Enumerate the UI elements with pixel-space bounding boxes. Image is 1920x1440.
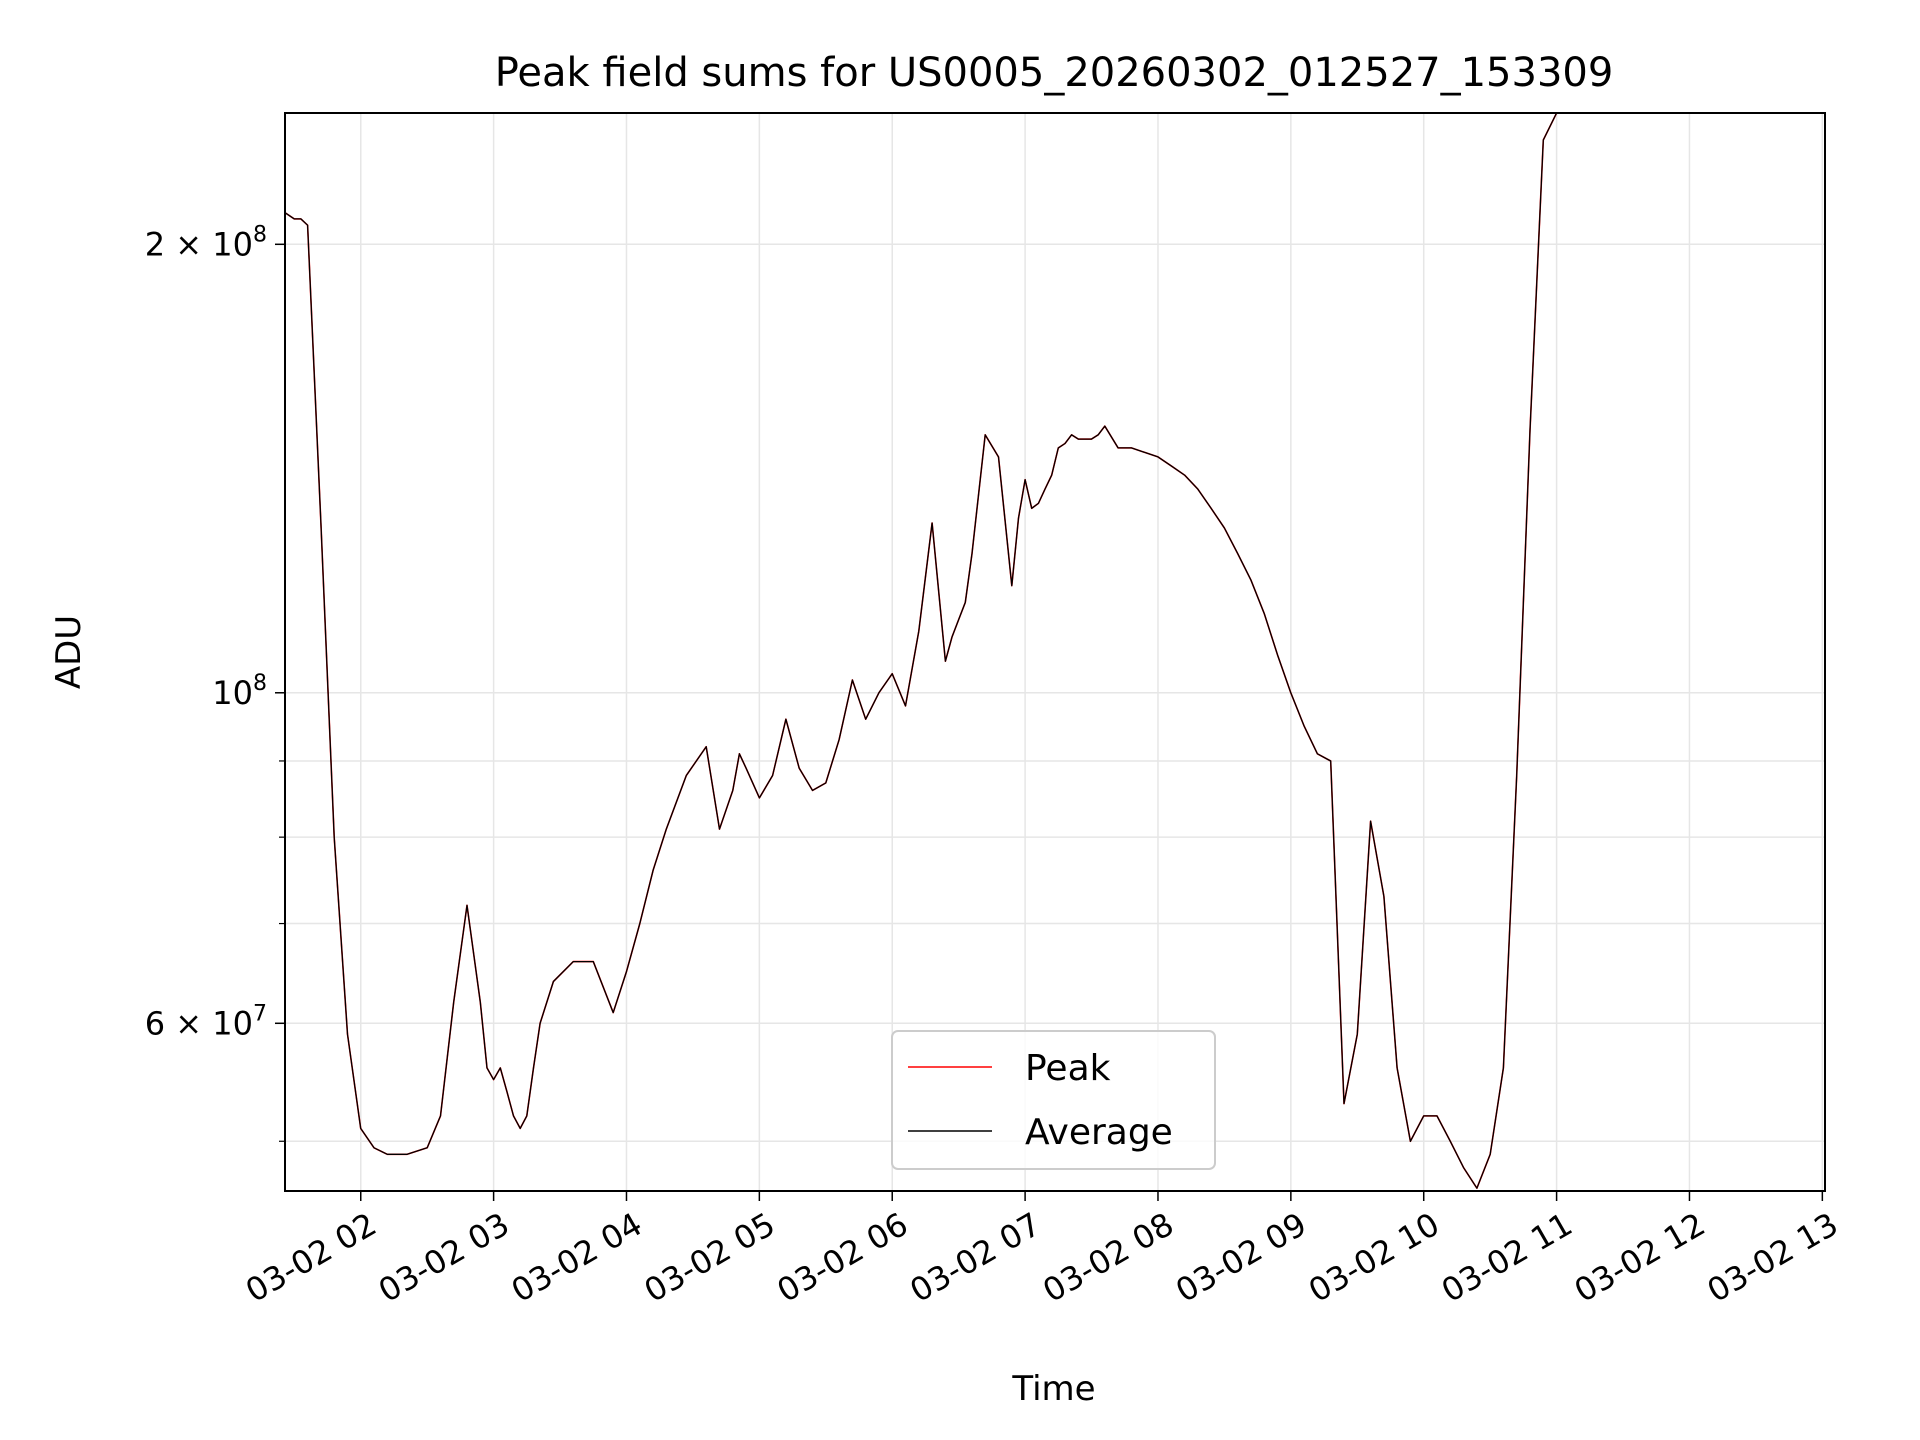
x-axis-label: Time [1011, 1369, 1095, 1409]
legend-label-peak: Peak [1025, 1048, 1111, 1089]
y-tick-label: 2 × 108 [145, 222, 267, 263]
y-axis: 2 × 108 108 6 × 107 [145, 222, 285, 1142]
chart-title: Peak field sums for US0005_20260302_0125… [495, 50, 1614, 96]
series-layer [285, 113, 1825, 1189]
legend: Peak Average [891, 1030, 1216, 1170]
plot-frame [284, 112, 1826, 1192]
series-line-average [285, 113, 1825, 1189]
y-tick-label: 6 × 107 [145, 1001, 267, 1042]
y-tick-label: 108 [212, 671, 267, 712]
y-axis-label: ADU [49, 615, 89, 689]
legend-box [891, 1030, 1216, 1170]
legend-label-average: Average [1025, 1112, 1173, 1153]
